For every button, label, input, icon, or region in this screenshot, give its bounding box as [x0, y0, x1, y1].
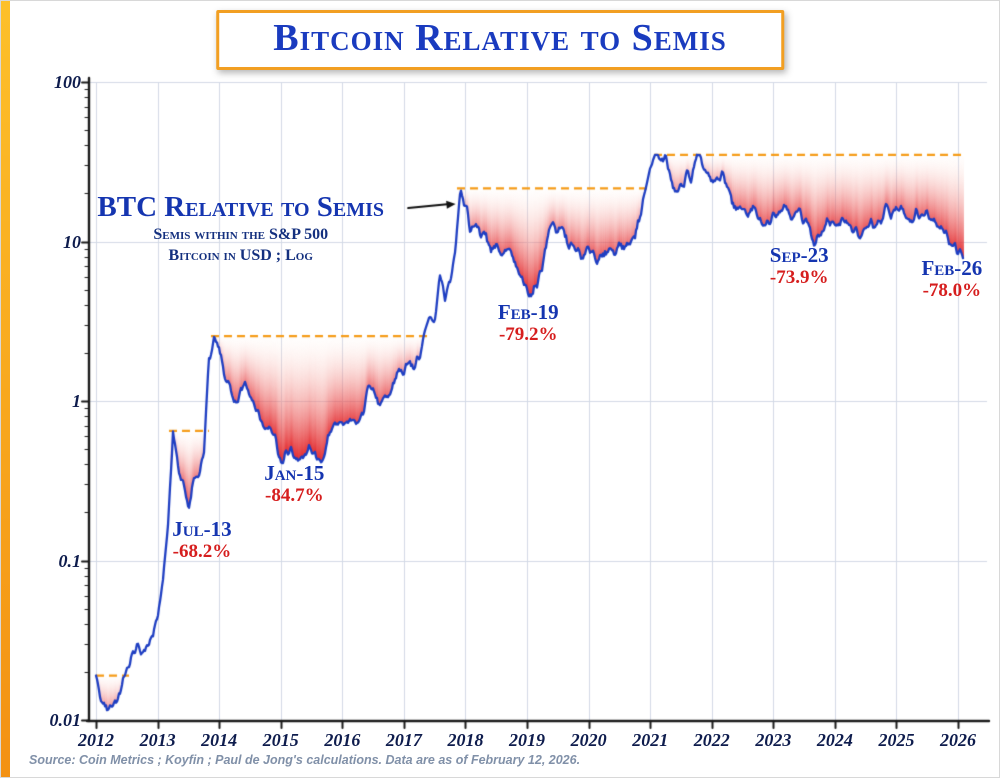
source-note: Source: Coin Metrics ; Koyfin ; Paul de …	[29, 753, 581, 767]
drawdown-percent-label: -78.0%	[922, 280, 982, 302]
x-axis-tick-label: 2014	[201, 730, 238, 750]
drawdown-percent-label: -79.2%	[498, 323, 558, 345]
x-axis-tick-label: 2018	[447, 730, 484, 750]
series-label: BTC Relative to Semis	[97, 190, 385, 223]
x-axis-tick-label: 2026	[940, 730, 977, 750]
series-label-block: BTC Relative to Semis Semis within the S…	[97, 191, 384, 266]
series-sublabel-2: Bitcoin in USD ; Log	[168, 246, 313, 264]
x-axis-tick-label: 2025	[878, 730, 915, 750]
drawdown-annotation: Feb-26 -78.0%	[921, 256, 982, 302]
x-axis-tick-label: 2021	[632, 730, 669, 750]
drawdown-date-label: Jan-15	[264, 461, 325, 486]
y-axis-tick-label: 0.01	[49, 710, 82, 730]
x-axis-tick-label: 2023	[755, 730, 792, 750]
x-axis-tick-label: 2012	[78, 730, 115, 750]
y-axis-tick-label: 0.1	[58, 550, 82, 571]
x-axis-tick-label: 2017	[385, 730, 422, 750]
x-axis-tick-label: 2016	[324, 730, 361, 750]
y-axis-tick-label: 100	[54, 72, 81, 92]
x-axis-tick-label: 2022	[693, 730, 730, 750]
drawdown-date-label: Jul-13	[172, 516, 232, 541]
drawdown-date-label: Feb-19	[497, 299, 559, 324]
x-axis-tick-label: 2024	[816, 730, 853, 750]
y-axis-tick-label: 1	[72, 391, 81, 411]
drawdown-percent-label: -68.2%	[172, 540, 232, 562]
drawdown-percent-label: -84.7%	[264, 485, 324, 507]
drawdown-date-label: Sep-23	[769, 243, 829, 268]
series-sublabel-1: Semis within the S&P 500	[153, 225, 329, 243]
x-axis-tick-label: 2020	[570, 730, 607, 750]
x-axis-tick-label: 2019	[509, 730, 546, 750]
x-axis-tick-label: 2015	[262, 730, 299, 750]
drawdown-annotation: Jul-13 -68.2%	[172, 517, 231, 563]
drawdown-annotation: Sep-23 -73.9%	[770, 243, 829, 289]
title-box: Bitcoin Relative to Semis	[216, 10, 784, 70]
drawdown-date-label: Feb-26	[921, 256, 983, 281]
drawdown-annotation: Jan-15 -84.7%	[264, 461, 324, 507]
drawdown-percent-label: -73.9%	[769, 267, 829, 289]
y-axis-tick-label: 10	[63, 231, 81, 252]
drawdown-annotation: Feb-19 -79.2%	[498, 300, 559, 346]
x-axis-tick-label: 2013	[139, 730, 176, 750]
chart-title: Bitcoin Relative to Semis	[273, 17, 727, 59]
